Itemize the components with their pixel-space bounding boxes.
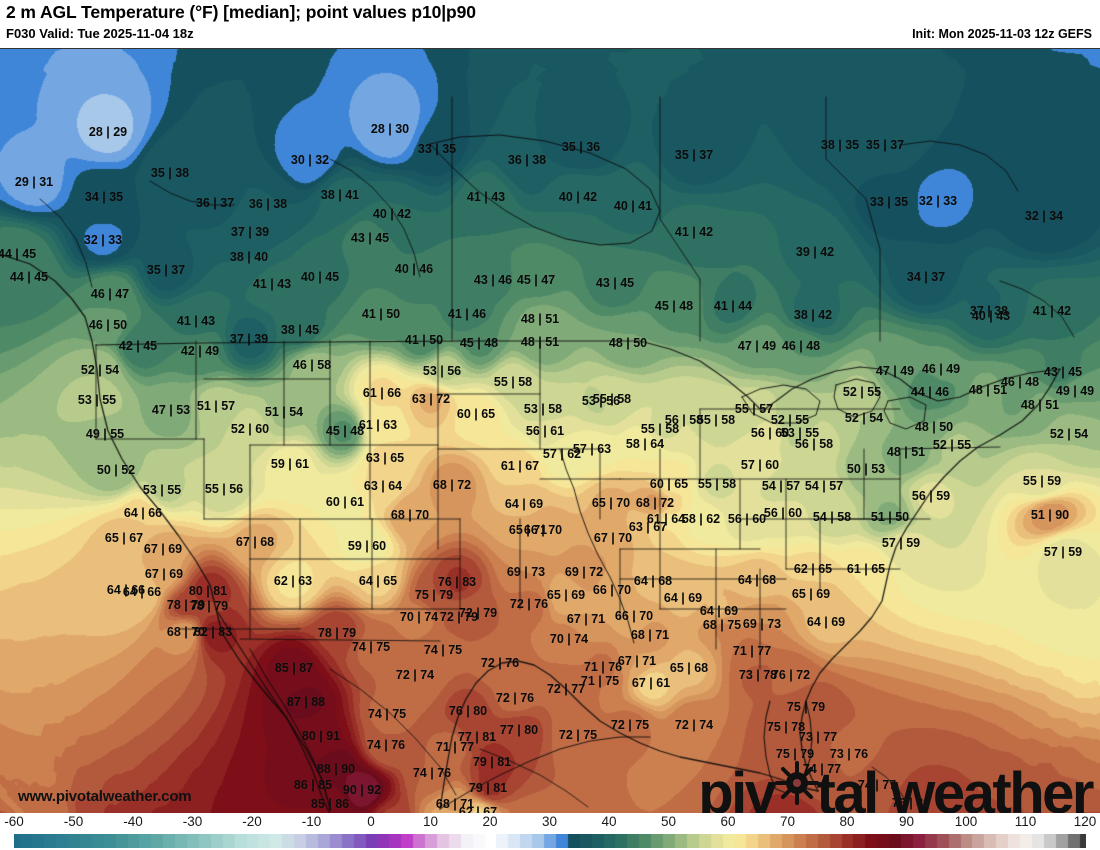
colorbar-tick: 30 [541, 814, 558, 829]
colorbar-tick: 80 [839, 814, 855, 829]
colorbar-tick: 100 [954, 814, 978, 829]
colorbar-tick: 120 [1073, 814, 1097, 829]
colorbar-tick: 110 [1014, 814, 1037, 829]
colorbar-tick: 40 [601, 814, 617, 829]
init-time-label: Init: Mon 2025-11-03 12z GEFS [912, 27, 1092, 41]
colorbar-tick: -30 [182, 814, 203, 829]
colorbar-ticks: -60 -50 -40 -30 -20 -10 0 10 20 30 40 50 60 70 80 90 100… [0, 813, 1100, 833]
logo-text-left: piv [698, 761, 777, 814]
colorbar-tick: -40 [123, 814, 143, 829]
colorbar[interactable]: -60 -50 -40 -30 -20 -10 0 10 20 30 40 50 60 70 80 90 100… [0, 813, 1100, 850]
colorbar-tick: 70 [779, 814, 796, 829]
colorbar-tick: 50 [660, 814, 677, 829]
colorbar-tick: 20 [482, 814, 498, 829]
logo-text-right: tal weather [816, 761, 1095, 814]
temperature-map[interactable]: 28 | 29 29 | 31 34 | 35 35 | 38 36 | 37 36 | … [0, 48, 1100, 813]
colorbar-tick: 90 [898, 814, 915, 829]
valid-time-label: F030 Valid: Tue 2025-11-04 18z [6, 26, 194, 41]
colorbar-tick: 60 [720, 814, 736, 829]
map-raster [0, 49, 1100, 813]
colorbar-tick: 10 [422, 814, 439, 829]
watermark-url: www.pivotalweather.com [18, 788, 192, 805]
page-title: 2 m AGL Temperature (°F) [median]; point… [6, 2, 476, 22]
colorbar-tick: -60 [4, 814, 24, 829]
colorbar-tick: -10 [301, 814, 322, 829]
colorbar-tick: -50 [63, 814, 84, 829]
map-header: 2 m AGL Temperature (°F) [median]; point… [0, 0, 1100, 48]
colorbar-tick: -20 [242, 814, 262, 829]
pivotal-weather-logo: piv tal weather [698, 761, 1095, 814]
colorbar-gradient[interactable] [14, 834, 1086, 848]
colorbar-tick: 0 [367, 814, 375, 829]
